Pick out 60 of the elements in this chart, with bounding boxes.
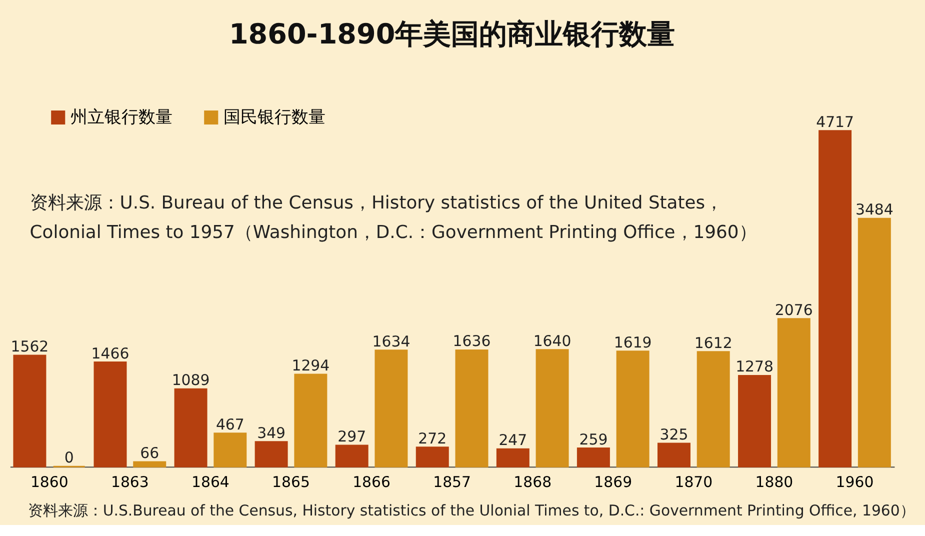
data-label: 1294 — [292, 356, 330, 375]
bar — [536, 349, 569, 468]
data-label: 0 — [64, 448, 74, 467]
bar — [335, 444, 368, 468]
bar — [657, 442, 690, 468]
data-label: 349 — [257, 424, 286, 442]
data-label: 325 — [660, 426, 688, 444]
data-label: 1634 — [372, 332, 410, 350]
bar — [13, 354, 46, 468]
data-label: 1636 — [452, 332, 491, 350]
data-label: 1612 — [694, 334, 732, 352]
bar — [616, 350, 650, 468]
x-tick-label: 1868 — [514, 473, 552, 492]
x-tick-label: 1864 — [192, 473, 230, 492]
x-tick-label: 1880 — [755, 473, 794, 492]
data-label: 66 — [140, 444, 160, 462]
data-label: 297 — [338, 428, 366, 446]
data-label: 1619 — [614, 333, 652, 352]
data-label: 2076 — [774, 300, 813, 319]
x-tick-label: 1866 — [352, 473, 390, 492]
data-label: 1562 — [10, 337, 49, 356]
text: 资料来源：U.S.Bureau of the Census, History statistics of the Ulonial Times to, D.C.: Government Printing Office, 1960） — [28, 501, 915, 520]
legend-label: 国民银行数量 — [224, 106, 326, 126]
bar — [416, 446, 449, 468]
bar — [777, 318, 810, 468]
x-tick-label: 1960 — [836, 473, 874, 492]
data-label: 259 — [579, 430, 608, 448]
x-tick-label: 1865 — [272, 473, 310, 492]
bar — [696, 351, 730, 468]
bar — [254, 441, 288, 468]
bar — [576, 447, 610, 468]
data-label: 1278 — [736, 358, 774, 376]
legend-label: 州立银行数量 — [70, 106, 173, 126]
x-tick-label: 1863 — [110, 473, 149, 492]
bar — [496, 448, 530, 468]
data-label: 4717 — [816, 112, 854, 131]
data-label: 272 — [418, 429, 447, 448]
bar — [133, 461, 166, 468]
data-label: 3484 — [855, 200, 894, 219]
data-label: 247 — [498, 431, 528, 450]
x-tick-label: 1857 — [433, 473, 472, 492]
chart-title: 1860-1890年美国的商业银行数量 — [228, 17, 676, 50]
bar — [174, 388, 208, 468]
bar — [818, 130, 852, 468]
data-label: 467 — [216, 415, 244, 434]
bar — [455, 349, 488, 468]
bar — [94, 362, 127, 468]
data-label: 1089 — [172, 371, 210, 390]
annotation: Colonial Times to 1957（Washington，D.C.：Government Printing Office，1960） — [30, 222, 757, 244]
data-label: 1466 — [91, 344, 130, 362]
x-tick-label: 1860 — [30, 473, 68, 492]
x-tick-label: 1870 — [674, 473, 713, 492]
bar — [374, 350, 408, 468]
bar — [294, 374, 328, 468]
annotation: 资料来源：U.S. Bureau of the Census，History statistics of the United States， — [30, 192, 724, 214]
bar — [214, 432, 247, 468]
bar — [858, 218, 891, 468]
bar — [738, 374, 772, 468]
x-tick-label: 1869 — [594, 473, 632, 492]
data-label: 1640 — [533, 332, 572, 350]
